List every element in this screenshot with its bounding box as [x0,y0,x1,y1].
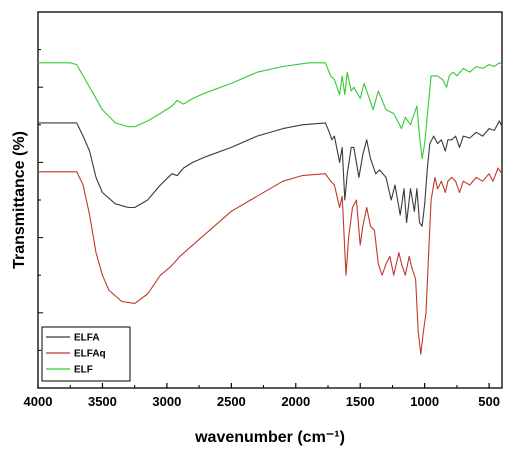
series-line-elfaq [38,167,503,355]
x-tick-label: 2500 [217,394,246,409]
series-line-elf [38,62,503,160]
legend-label-elfa: ELFA [74,333,100,344]
series-layer [38,62,503,355]
x-tick-label: 3000 [152,394,181,409]
legend-label-elf: ELF [74,365,93,376]
legend: ELFA ELFAq ELF [41,326,131,382]
series-line-elfa [38,120,503,227]
x-tick-label: 3500 [88,394,117,409]
x-axis: 4000 3500 3000 2500 2000 1500 1000 500 [24,383,500,409]
y-axis [38,11,43,389]
x-tick-label: 4000 [24,394,53,409]
legend-box [41,326,131,382]
y-axis-label: Transmittance (%) [11,131,28,269]
x-tick-label: 2000 [281,394,310,409]
x-axis-label: wavenumber (cm⁻¹) [194,429,345,446]
legend-label-elfaq: ELFAq [74,349,106,360]
x-tick-label: 1000 [410,394,439,409]
x-tick-label: 1500 [346,394,375,409]
x-tick-label: 500 [478,394,500,409]
